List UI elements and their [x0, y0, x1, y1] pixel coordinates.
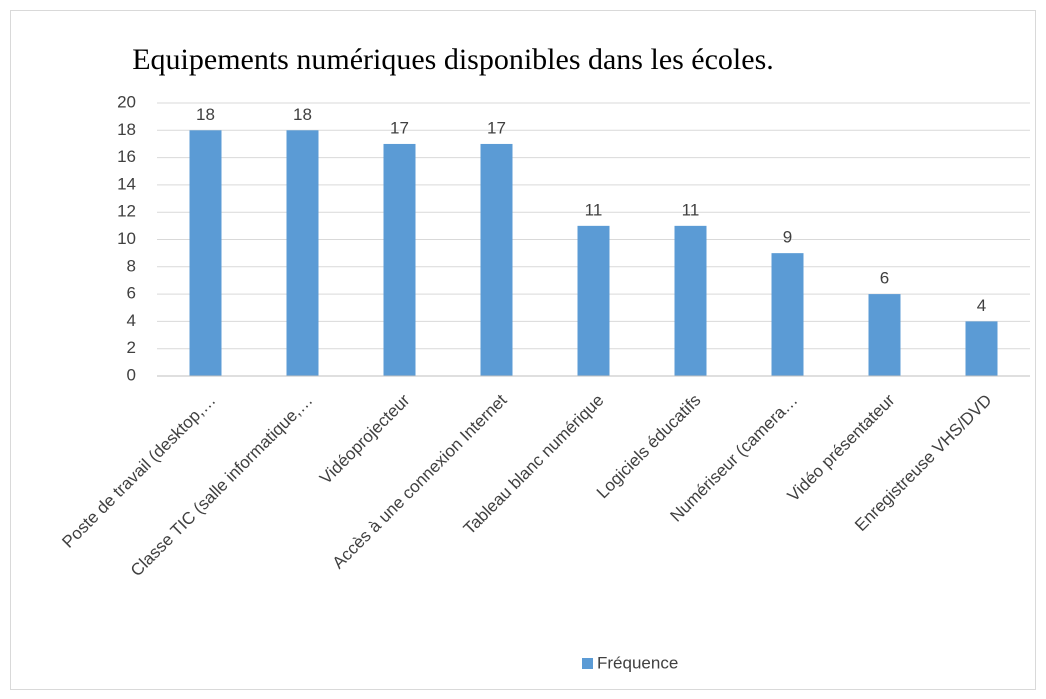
legend-swatch: [582, 658, 593, 669]
data-label: 17: [487, 118, 506, 137]
y-tick-label: 20: [117, 92, 136, 111]
bar: [868, 294, 901, 376]
legend-label: Fréquence: [597, 653, 678, 672]
data-label: 11: [585, 200, 603, 219]
y-tick-label: 14: [117, 174, 136, 193]
bar: [674, 225, 707, 376]
y-tick-label: 6: [127, 284, 136, 303]
bar: [965, 321, 998, 376]
bar: [771, 253, 804, 376]
chart-title: Equipements numériques disponibles dans …: [132, 43, 774, 76]
y-tick-label: 10: [117, 229, 136, 248]
y-tick-label: 2: [127, 338, 136, 357]
y-tick-label: 18: [117, 120, 136, 139]
data-label: 9: [783, 228, 792, 247]
chart-border: [10, 10, 1036, 690]
bar: [189, 130, 222, 376]
data-label: 18: [293, 105, 312, 124]
data-label: 17: [390, 118, 409, 137]
bar: [286, 130, 319, 376]
data-label: 6: [880, 269, 889, 288]
data-label: 18: [196, 105, 215, 124]
data-label: 11: [682, 200, 700, 219]
y-tick-label: 12: [117, 202, 136, 221]
y-tick-label: 16: [117, 147, 136, 166]
data-label: 4: [977, 296, 986, 315]
bar: [383, 143, 416, 376]
y-tick-label: 0: [127, 365, 136, 384]
y-tick-label: 4: [127, 311, 136, 330]
bar: [480, 143, 513, 376]
y-tick-label: 8: [127, 256, 136, 275]
bar: [577, 225, 610, 376]
